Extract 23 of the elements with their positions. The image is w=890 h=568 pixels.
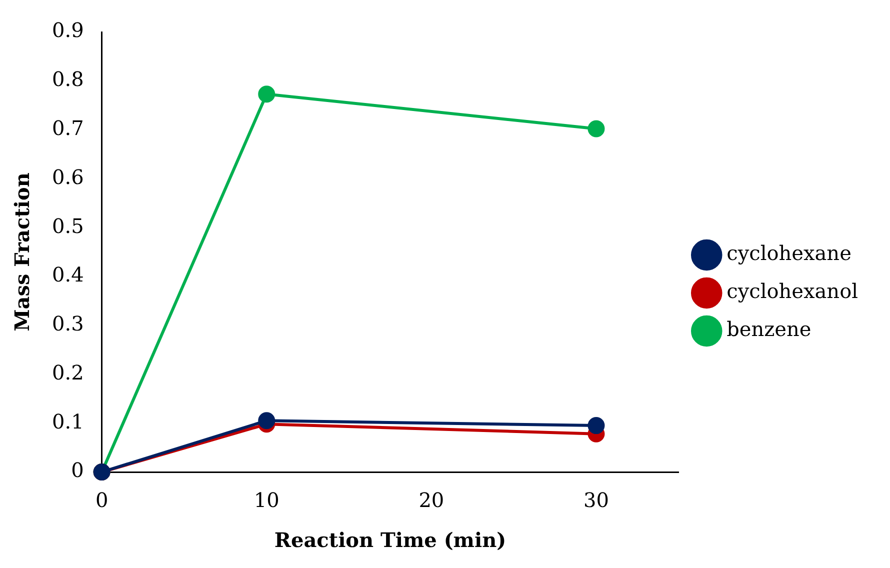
point — [588, 120, 605, 138]
y-tick-label: 0.7 — [52, 116, 84, 140]
x-axis-title: Reaction Time (min) — [274, 528, 506, 552]
y-tick-label: 0 — [71, 458, 84, 482]
x-tick-label: 20 — [418, 488, 444, 512]
x-tick-label: 10 — [254, 488, 280, 512]
y-tick-label: 0.9 — [52, 18, 84, 42]
y-axis-title: Mass Fraction — [10, 172, 34, 332]
y-tick-label: 0.6 — [52, 164, 84, 189]
y-tick-label: 0.3 — [52, 312, 84, 336]
y-tick-label: 0.8 — [52, 67, 84, 92]
legend-label: cyclohexane — [726, 241, 852, 266]
point — [258, 86, 276, 103]
point — [258, 412, 276, 430]
x-tick-label: 30 — [583, 488, 609, 512]
point — [588, 417, 605, 434]
legend-label: cyclohexanol — [726, 279, 858, 304]
y-tick-label: 0.4 — [52, 262, 84, 287]
y-tick-label: 0.2 — [52, 360, 84, 384]
legend-label: benzene — [726, 317, 812, 342]
x-tick-label: 0 — [95, 488, 108, 512]
y-tick-label: 0.1 — [52, 409, 84, 434]
y-tick-label: 0.5 — [52, 214, 84, 238]
